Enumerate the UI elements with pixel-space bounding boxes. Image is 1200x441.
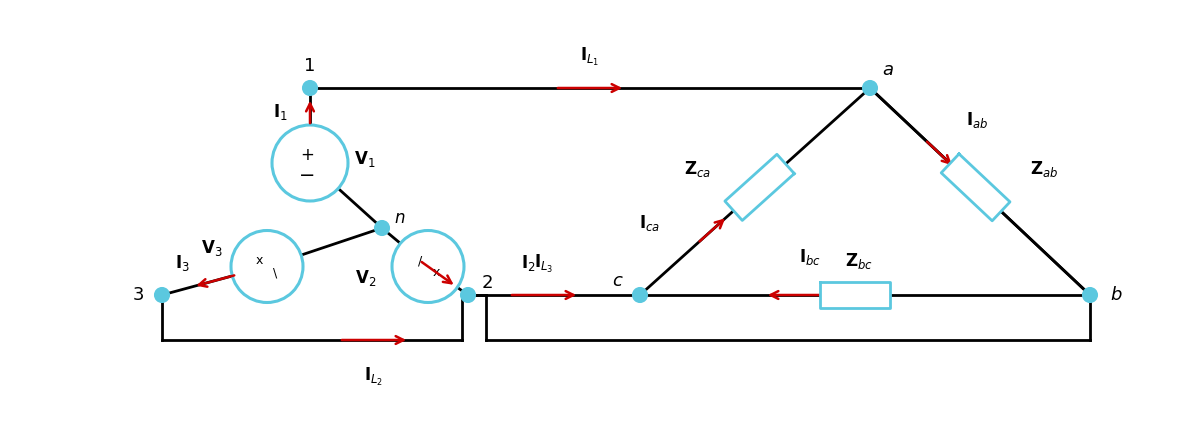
Text: $\mathbf{I}_{L_3}$: $\mathbf{I}_{L_3}$ <box>534 253 553 275</box>
Text: $\mathbf{I}_2$: $\mathbf{I}_2$ <box>521 253 535 273</box>
Circle shape <box>392 231 464 303</box>
Text: $\mathbf{I}_3$: $\mathbf{I}_3$ <box>174 253 190 273</box>
Circle shape <box>155 288 169 302</box>
Text: $\mathbf{I}_{ca}$: $\mathbf{I}_{ca}$ <box>638 213 660 233</box>
Text: 1: 1 <box>305 57 316 75</box>
Text: $\mathbf{V}_3$: $\mathbf{V}_3$ <box>202 239 223 258</box>
Text: $\mathbf{I}_{ab}$: $\mathbf{I}_{ab}$ <box>966 110 988 130</box>
Polygon shape <box>725 154 794 220</box>
Text: b: b <box>1110 286 1121 304</box>
Circle shape <box>302 81 317 95</box>
Text: 2: 2 <box>482 274 493 292</box>
Text: $\mathbf{I}_{L_1}$: $\mathbf{I}_{L_1}$ <box>581 46 600 68</box>
Text: c: c <box>612 272 622 290</box>
Text: /: / <box>418 254 422 267</box>
Polygon shape <box>941 154 1010 221</box>
Text: x: x <box>432 266 439 279</box>
Text: $\mathbf{V}_2$: $\mathbf{V}_2$ <box>355 269 377 288</box>
Text: $\mathbf{Z}_{ab}$: $\mathbf{Z}_{ab}$ <box>1030 159 1057 179</box>
Polygon shape <box>820 282 890 308</box>
Text: $\mathbf{Z}_{ca}$: $\mathbf{Z}_{ca}$ <box>684 159 712 179</box>
Circle shape <box>230 231 302 303</box>
Text: 3: 3 <box>132 286 144 304</box>
Text: −: − <box>299 165 316 184</box>
Circle shape <box>634 288 647 302</box>
Text: x: x <box>256 254 263 267</box>
Text: $\mathbf{I}_{bc}$: $\mathbf{I}_{bc}$ <box>799 247 821 267</box>
Text: $\mathbf{I}_{L_2}$: $\mathbf{I}_{L_2}$ <box>365 366 384 388</box>
Text: +: + <box>300 146 314 164</box>
Circle shape <box>1084 288 1097 302</box>
Text: n: n <box>394 209 404 227</box>
Circle shape <box>461 288 475 302</box>
Circle shape <box>863 81 877 95</box>
Text: $\mathbf{I}_1$: $\mathbf{I}_1$ <box>274 102 288 122</box>
Text: $\mathbf{Z}_{bc}$: $\mathbf{Z}_{bc}$ <box>845 251 872 271</box>
Circle shape <box>374 221 389 235</box>
Text: $\mathbf{V}_1$: $\mathbf{V}_1$ <box>354 149 376 169</box>
Text: a: a <box>882 61 894 79</box>
Circle shape <box>272 125 348 201</box>
Text: \: \ <box>272 266 277 279</box>
